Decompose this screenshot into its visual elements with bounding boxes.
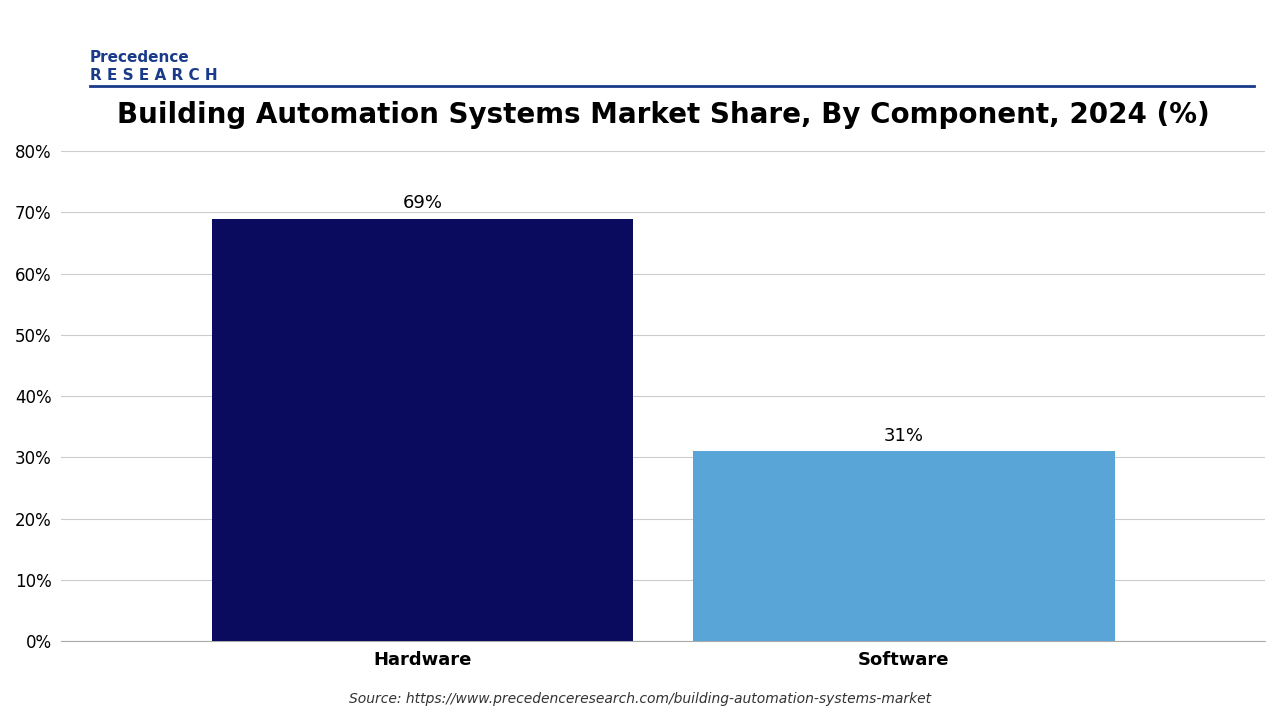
Bar (212, 219, 634, 642)
Text: 31%: 31% (884, 427, 924, 445)
Text: Source: https://www.precedenceresearch.com/building-automation-systems-market: Source: https://www.precedenceresearch.c… (349, 692, 931, 706)
Text: Precedence
R E S E A R C H: Precedence R E S E A R C H (90, 50, 218, 83)
Text: 69%: 69% (402, 194, 443, 212)
Title: Building Automation Systems Market Share, By Component, 2024 (%): Building Automation Systems Market Share… (116, 102, 1210, 130)
Bar (694, 451, 1115, 642)
